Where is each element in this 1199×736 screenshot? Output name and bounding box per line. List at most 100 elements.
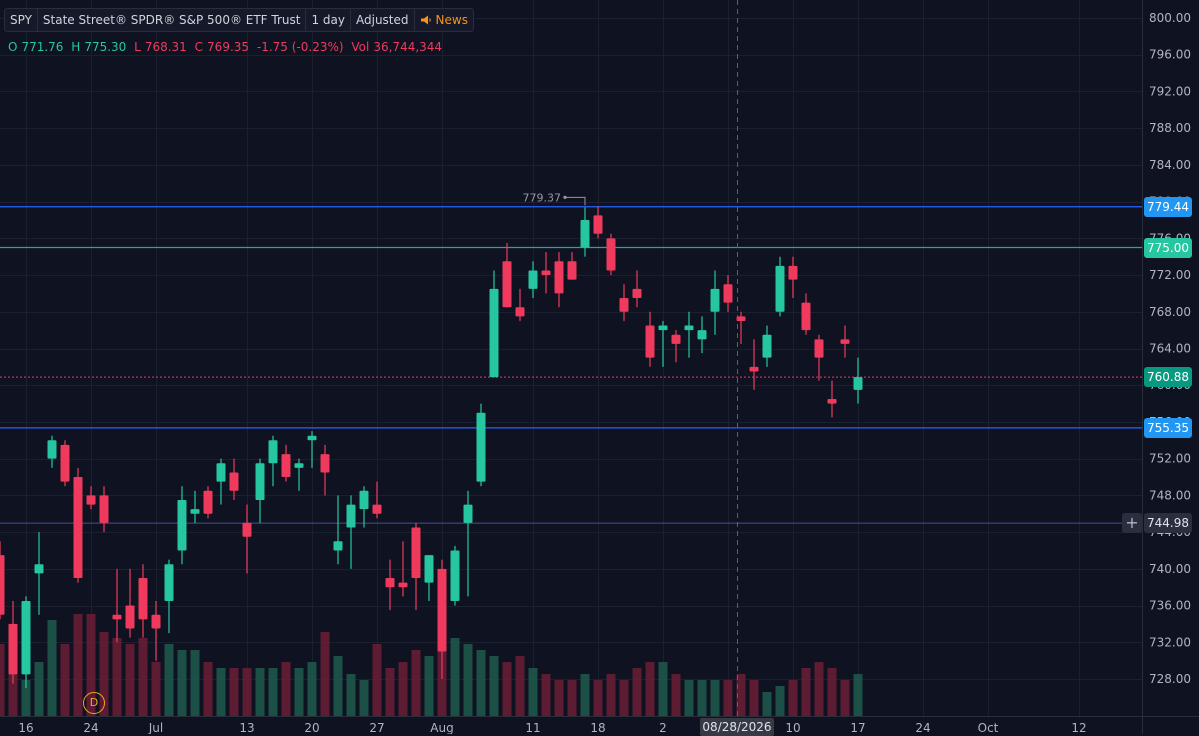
- volume-bar: [372, 644, 382, 716]
- candle: [151, 600, 161, 661]
- candle: [242, 504, 252, 574]
- volume-bar: [541, 674, 551, 716]
- candle-body: [203, 490, 213, 514]
- volume-label: Vol: [351, 40, 370, 54]
- candle-body: [125, 605, 135, 629]
- candle: [21, 596, 31, 689]
- candle: [138, 564, 148, 638]
- candle: [333, 495, 343, 565]
- candle-body: [762, 334, 772, 358]
- level-line-price-tag[interactable]: 775.00: [1144, 237, 1192, 258]
- dividend-badge[interactable]: D: [83, 692, 105, 714]
- high-line-price-tag[interactable]: 779.44: [1144, 196, 1192, 217]
- volume-bar: [359, 680, 369, 716]
- candle: [619, 284, 629, 321]
- candle-body: [528, 270, 538, 289]
- candle: [346, 495, 356, 569]
- candle: [73, 467, 83, 583]
- volume-bar: [723, 680, 733, 716]
- candle-body: [658, 325, 668, 331]
- news-button[interactable]: News: [415, 9, 473, 31]
- candle: [827, 380, 837, 418]
- candle: [125, 568, 135, 638]
- ohlc-legend: O 771.76 H 775.30 L 768.31 C 769.35 -1.75 (-…: [8, 40, 446, 54]
- volume-value: 36,744,344: [373, 40, 443, 54]
- candle: [307, 431, 317, 468]
- symbol-name[interactable]: State Street® SPDR® S&P 500® ETF Trust: [38, 9, 307, 31]
- last-price-tag: 760.88: [1144, 367, 1192, 388]
- candle: [177, 486, 187, 565]
- candle-body: [21, 600, 31, 675]
- megaphone-icon: [420, 15, 431, 25]
- candle: [437, 559, 447, 679]
- news-label: News: [435, 13, 468, 27]
- candle: [554, 252, 564, 308]
- volume-bar: [333, 656, 343, 716]
- volume-bar: [177, 650, 187, 716]
- candle-body: [671, 334, 681, 344]
- y-tick-label: 764.00: [1149, 342, 1191, 356]
- candle: [359, 486, 369, 528]
- volume-bar: [190, 650, 200, 716]
- volume-bar: [255, 668, 265, 716]
- candle: [450, 545, 460, 606]
- candle-body: [710, 288, 720, 312]
- candle-body: [606, 238, 616, 271]
- add-alert-button[interactable]: +: [1122, 513, 1142, 533]
- y-tick-label: 752.00: [1149, 452, 1191, 466]
- x-tick-label: 24: [915, 721, 930, 734]
- volume-bar: [489, 656, 499, 716]
- candle-body: [359, 490, 369, 510]
- interval-button[interactable]: 1 day: [306, 9, 351, 31]
- candle-body: [424, 555, 434, 583]
- candle-body: [255, 463, 265, 500]
- volume-bar: [151, 662, 161, 716]
- high-annotation: 779.37: [523, 191, 586, 206]
- volume-bar: [684, 680, 694, 716]
- candle-body: [138, 578, 148, 620]
- volume-bar: [814, 662, 824, 716]
- axes: 728.00732.00736.00740.00744.00748.00752.…: [18, 11, 1191, 734]
- low-value: 768.31: [144, 40, 187, 54]
- y-tick-label: 784.00: [1149, 158, 1191, 172]
- low-line-price-tag[interactable]: 755.35: [1144, 417, 1192, 438]
- candle-body: [502, 261, 512, 308]
- candle: [723, 275, 733, 312]
- high-value: 775.30: [84, 40, 127, 54]
- volume-bar: [86, 614, 96, 716]
- volume-bar: [21, 680, 31, 716]
- x-tick-label: 12: [1071, 721, 1086, 734]
- volume-bar: [294, 668, 304, 716]
- symbol-ticker[interactable]: SPY: [5, 9, 38, 31]
- candle-body: [281, 454, 291, 478]
- volume-bar: [281, 662, 291, 716]
- adjusted-toggle[interactable]: Adjusted: [351, 9, 415, 31]
- candle-body: [684, 325, 694, 331]
- volume-bar: [47, 620, 57, 716]
- y-tick-label: 772.00: [1149, 268, 1191, 282]
- candle: [8, 600, 18, 684]
- candle: [710, 270, 720, 335]
- candle-body: [346, 504, 356, 528]
- candle-body: [580, 219, 590, 248]
- candle: [281, 444, 291, 482]
- candle: [476, 403, 486, 487]
- candle: [684, 311, 694, 358]
- volume-bar: [203, 662, 213, 716]
- candle: [372, 481, 382, 519]
- candle-body: [47, 440, 57, 459]
- volume-bar: [840, 680, 850, 716]
- volume-bar: [268, 668, 278, 716]
- annotation-dot: [563, 195, 567, 199]
- candle-body: [853, 377, 863, 390]
- candle-body: [398, 582, 408, 588]
- candle: [840, 325, 850, 358]
- candle: [411, 522, 421, 611]
- x-tick-label: Jul: [148, 721, 163, 734]
- candle-body: [775, 265, 785, 312]
- candle-body: [541, 270, 551, 276]
- volume-bar: [229, 668, 239, 716]
- candle-body: [437, 568, 447, 652]
